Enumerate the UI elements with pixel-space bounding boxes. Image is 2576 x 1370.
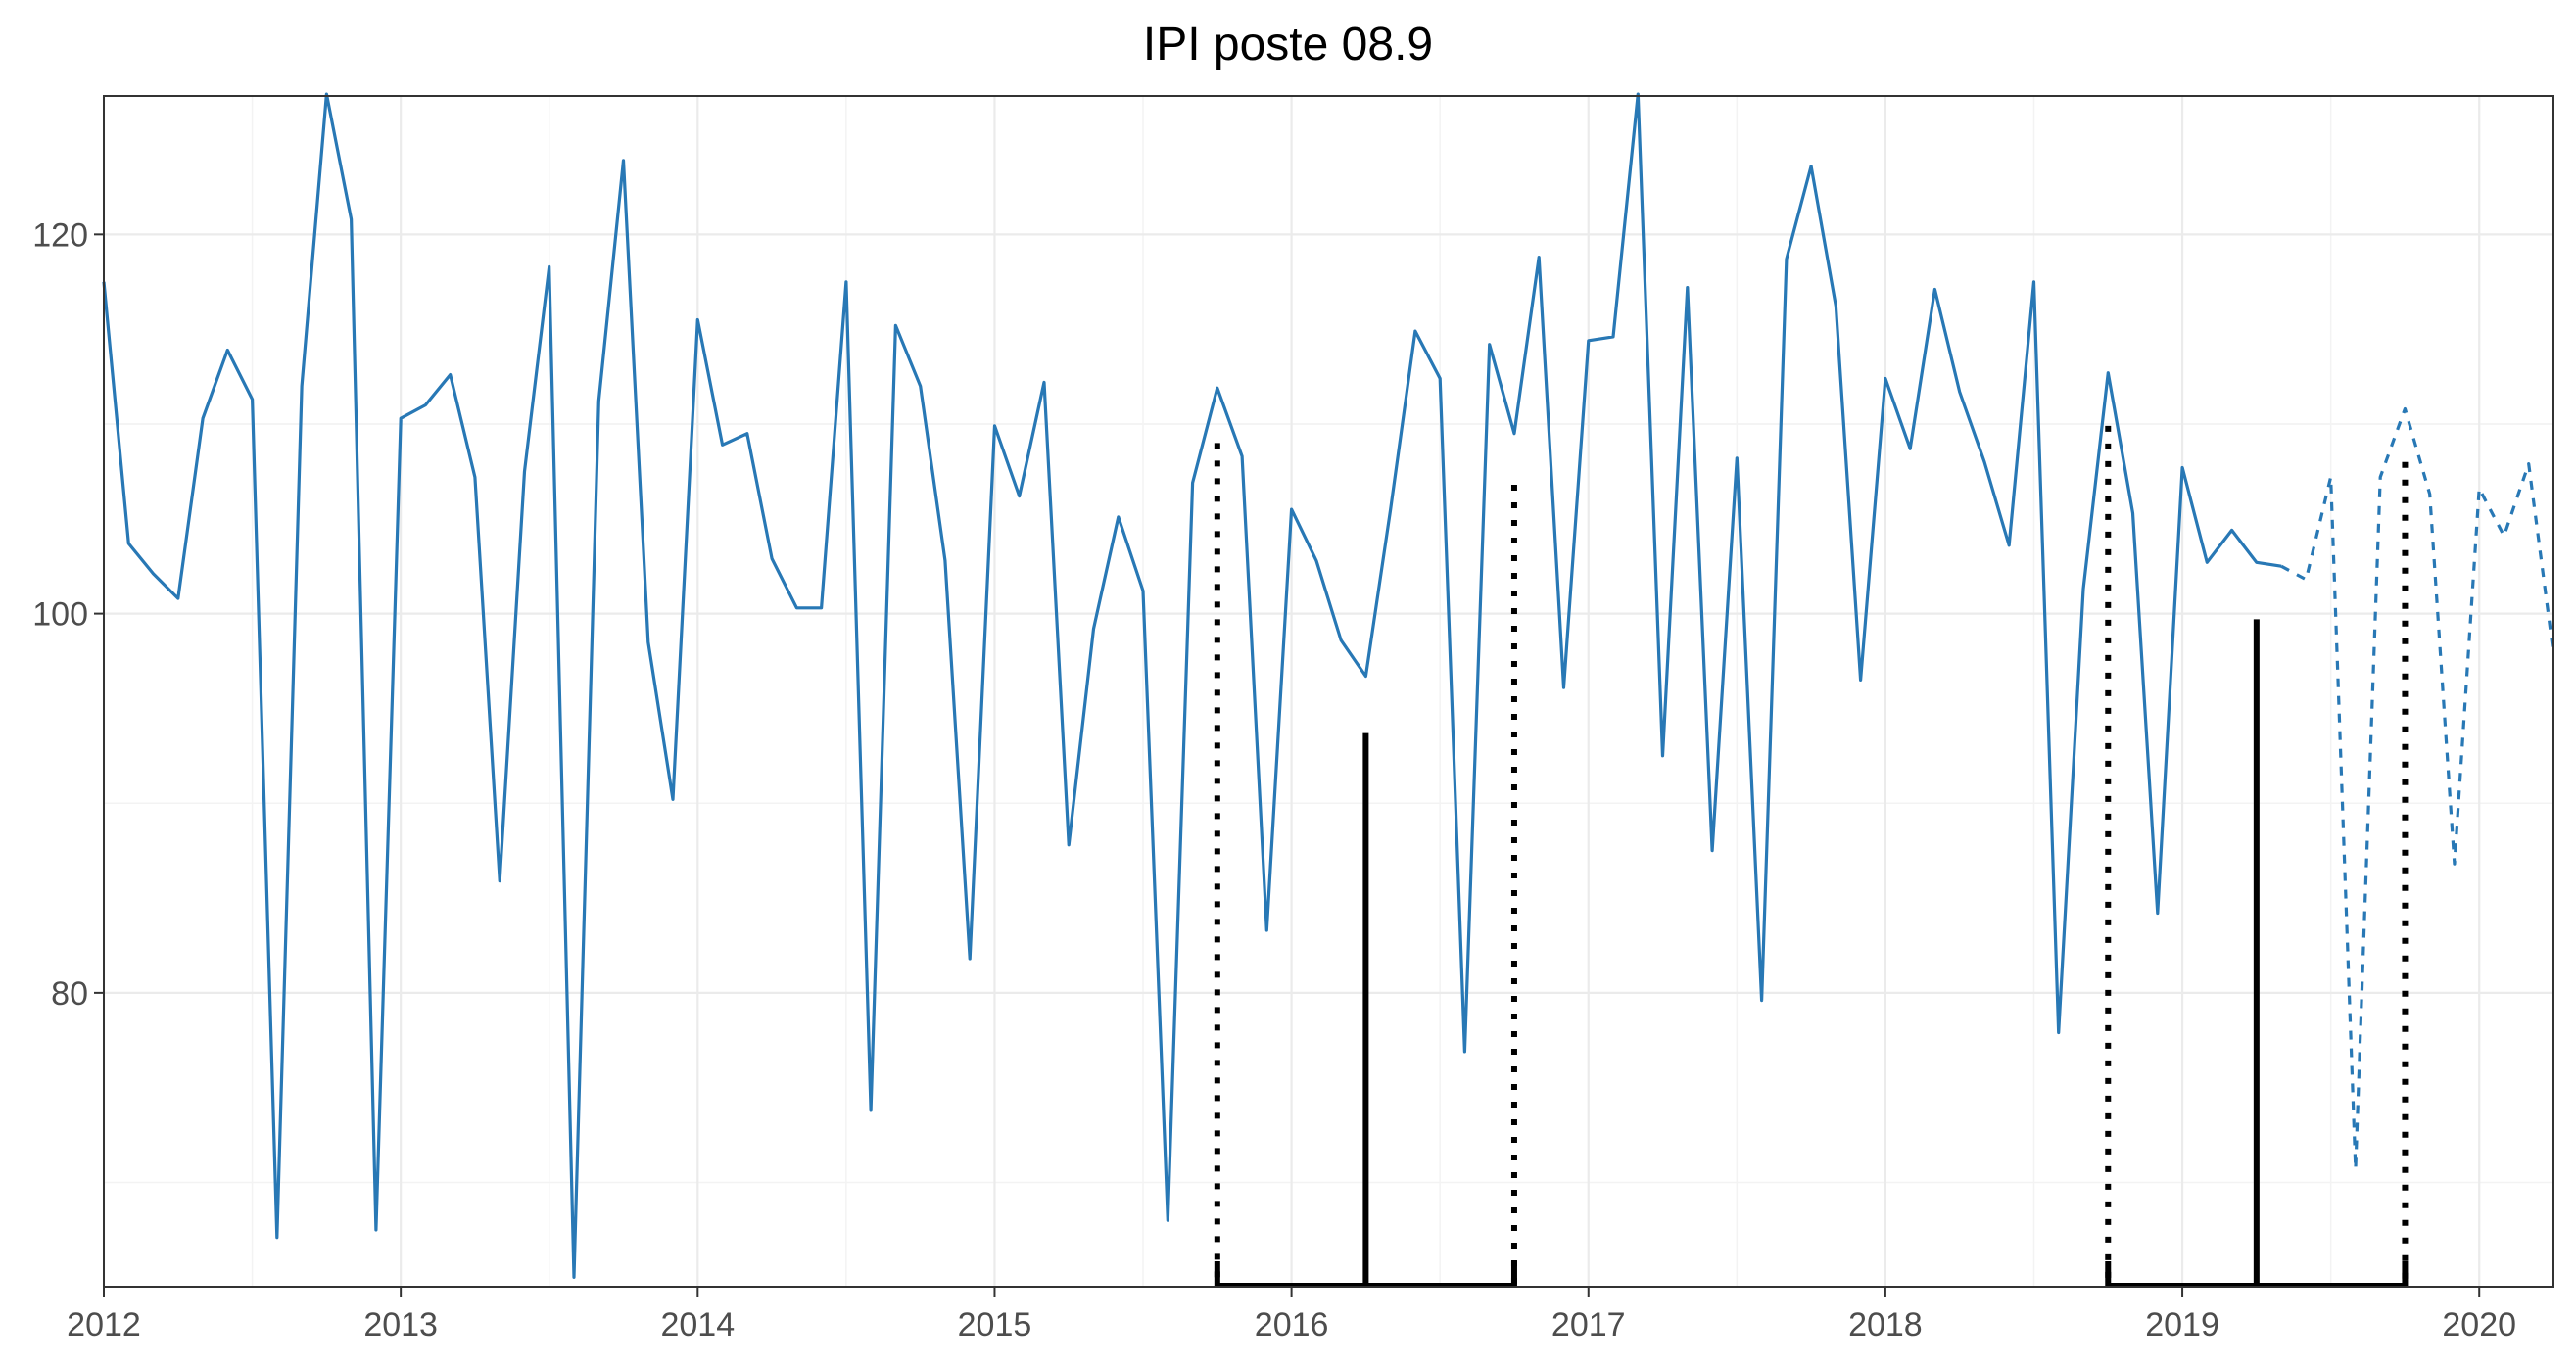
x-tick-label: 2017 [1551, 1306, 1626, 1344]
y-tick-label: 120 [32, 216, 88, 254]
x-tick-label: 2013 [363, 1306, 438, 1344]
x-tick-label: 2012 [67, 1306, 141, 1344]
x-axis: 2012 2013 2014 2015 2016 2017 2018 2019 2020 [67, 1287, 2516, 1344]
chart-title: IPI poste 08.9 [1142, 19, 1434, 71]
plot-frame [103, 95, 2554, 1288]
y-tick-label: 100 [32, 596, 88, 634]
series-lines [102, 92, 2555, 1279]
observed-series-line [102, 92, 2282, 1279]
x-tick-label: 2019 [2145, 1306, 2219, 1344]
x-tick-label: 2016 [1255, 1306, 1329, 1344]
x-tick-label: 2020 [2442, 1306, 2516, 1344]
forecast-series-line [2280, 406, 2555, 1171]
x-tick-label: 2018 [1848, 1306, 1923, 1344]
y-tick-label: 80 [51, 975, 88, 1013]
event-markers [1214, 425, 2409, 1287]
x-tick-label: 2014 [660, 1306, 735, 1344]
y-axis: 80 100 120 [32, 216, 104, 1013]
x-tick-label: 2015 [958, 1306, 1032, 1344]
plot-background [104, 96, 2553, 1287]
